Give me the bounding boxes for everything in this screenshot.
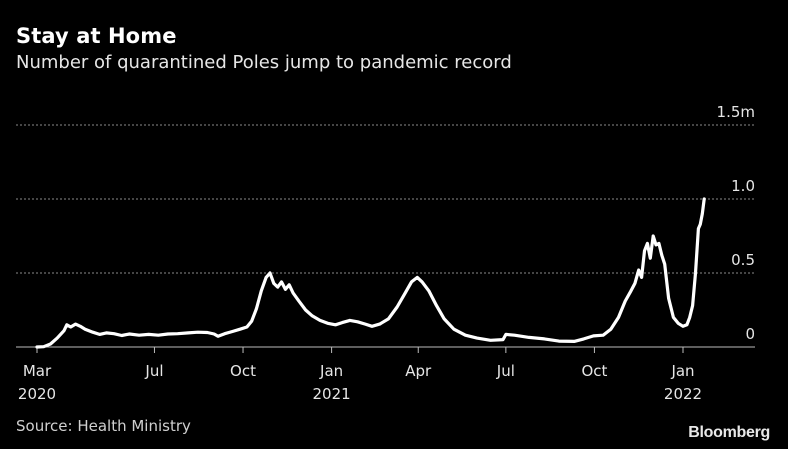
x-tick-label: Jan (319, 362, 343, 380)
x-axis-ticks: Mar 2020 Jul Oct Jan 2021 Apr Jul Oct Jan 2022 (18, 347, 702, 403)
x-tick-label: Apr (405, 362, 432, 380)
source-note: Source: Health Ministry (16, 417, 191, 435)
y-axis-tick-labels: 0 0.5 1.0 1.5m (717, 103, 755, 343)
x-tick-label: Oct (581, 362, 607, 380)
chart-subtitle: Number of quarantined Poles jump to pand… (16, 52, 512, 73)
x-tick-year-label: 2022 (664, 385, 702, 403)
y-tick-label: 1.0 (731, 177, 755, 195)
x-tick-label: Jul (144, 362, 163, 380)
series-line-quarantined (35, 197, 706, 349)
x-tick-year-label: 2020 (18, 385, 56, 403)
bloomberg-logo: Bloomberg (688, 424, 770, 441)
x-tick-label: Jan (670, 362, 694, 380)
x-tick-year-label: 2021 (313, 385, 351, 403)
x-tick-label: Jul (496, 362, 515, 380)
y-tick-label: 1.5m (717, 103, 755, 121)
y-tick-label: 0.5 (731, 251, 755, 269)
chart-title: Stay at Home (16, 24, 177, 48)
x-tick-label: Mar (23, 362, 52, 380)
grid-lines (16, 124, 755, 348)
y-tick-label: 0 (745, 325, 755, 343)
x-tick-label: Oct (230, 362, 256, 380)
